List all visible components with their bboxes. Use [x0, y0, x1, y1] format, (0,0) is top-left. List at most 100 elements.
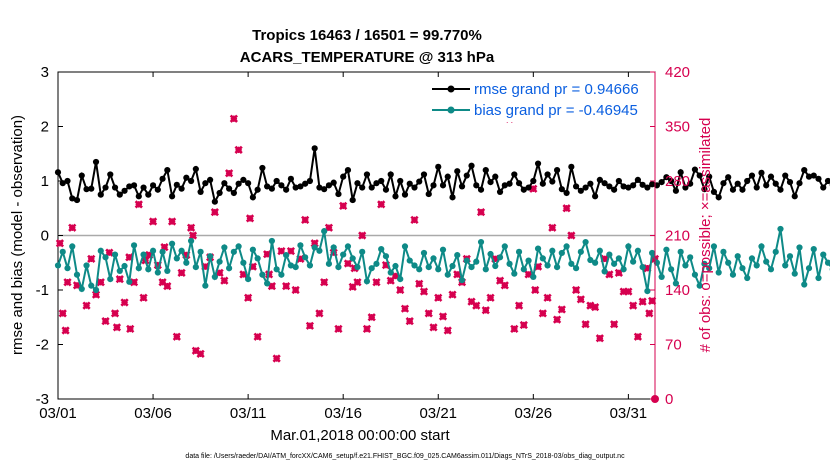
x-tick-label: 03/26: [515, 405, 553, 422]
rmse-point: [477, 186, 485, 193]
rmse-point: [354, 180, 361, 187]
rmse-point: [720, 180, 727, 187]
rmse-point: [254, 186, 261, 193]
rmse-point: [473, 182, 480, 189]
rmse-point: [454, 168, 461, 175]
rmse-point: [387, 171, 394, 178]
rmse-point: [335, 190, 342, 198]
obs-marker: [358, 231, 367, 240]
bias-point: [639, 264, 646, 271]
rmse-point: [159, 175, 166, 182]
obs-marker: [424, 309, 433, 318]
obs-marker: [63, 278, 72, 287]
obs-marker: [272, 354, 281, 363]
obs-marker: [110, 309, 120, 318]
obs-marker: [438, 312, 448, 321]
bias-point: [88, 282, 95, 289]
y-tick-label: -1: [36, 282, 49, 299]
bias-point: [630, 258, 637, 265]
rmse-point: [397, 177, 404, 185]
obs-marker: [68, 223, 77, 232]
bias-point: [729, 271, 737, 278]
rmse-point: [216, 189, 223, 197]
bias-point: [777, 225, 784, 233]
obs-marker: [234, 145, 243, 154]
rmse-point: [691, 166, 699, 173]
bias-point: [373, 260, 380, 267]
rmse-point: [511, 171, 518, 178]
legend-box: [426, 78, 654, 122]
bias-point: [758, 243, 765, 250]
rmse-point: [192, 165, 199, 173]
y-tick-label: -2: [36, 337, 49, 354]
obs-marker: [552, 315, 562, 324]
bias-point: [344, 243, 352, 250]
rmse-point: [492, 173, 499, 180]
rmse-point: [164, 167, 171, 174]
bias-point: [672, 280, 680, 287]
obs-marker: [220, 276, 229, 285]
rmse-point: [782, 172, 789, 179]
rmse-point: [553, 167, 561, 174]
bias-point: [145, 266, 152, 273]
bias-point: [553, 264, 561, 271]
rmse-point: [306, 177, 314, 185]
rmse-point: [625, 184, 632, 191]
rmse-point: [168, 193, 176, 200]
bias-point: [245, 276, 252, 283]
obs-marker: [538, 309, 547, 318]
bias-point: [292, 264, 299, 271]
bias-point: [449, 262, 456, 270]
rmse-point: [515, 180, 523, 187]
rmse-point: [615, 177, 622, 185]
obs-marker: [96, 278, 105, 287]
bias-point: [687, 254, 694, 261]
rmse-point: [706, 173, 713, 180]
obs-marker: [367, 313, 376, 322]
bias-point: [249, 246, 256, 253]
rmse-point: [173, 181, 180, 188]
obs-marker: [548, 223, 557, 232]
bias-point: [121, 262, 128, 270]
bias-point: [325, 260, 333, 267]
bias-point: [378, 246, 385, 253]
bias-point: [530, 273, 537, 281]
rmse-point: [154, 186, 161, 193]
obs-marker: [648, 296, 657, 306]
bias-point: [587, 256, 594, 264]
obs-marker: [443, 326, 452, 335]
bias-point: [473, 258, 480, 265]
bias-point: [606, 251, 613, 258]
y-axis-label: rmse and bias (model - observation): [9, 115, 26, 355]
bias-point: [596, 247, 603, 254]
bias-point: [625, 243, 632, 250]
legend-rmse-marker: [447, 85, 455, 93]
y-right-tick-label: 70: [665, 337, 682, 354]
bias-point: [187, 237, 195, 245]
rmse-point: [140, 184, 147, 191]
rmse-point: [178, 185, 185, 192]
obs-marker: [210, 208, 219, 217]
bias-point: [805, 265, 813, 272]
legend-bias-label: bias grand pr = -0.46945: [474, 102, 638, 119]
obs-marker: [486, 293, 495, 302]
obs-marker: [434, 293, 443, 302]
obs-marker: [324, 223, 334, 232]
rmse-point: [292, 184, 299, 191]
rmse-point: [668, 177, 675, 185]
bias-point: [316, 247, 323, 254]
rmse-point: [401, 191, 409, 198]
bias-point: [264, 280, 271, 287]
bias-point: [482, 266, 489, 273]
obs-marker: [633, 332, 643, 341]
rmse-point: [102, 184, 109, 191]
obs-marker: [557, 305, 566, 314]
obs-marker: [286, 246, 296, 256]
rmse-point: [772, 180, 779, 187]
rmse-point: [107, 171, 114, 178]
obs-marker: [163, 281, 172, 291]
y-right-tick-label: 280: [665, 173, 690, 190]
obs-marker: [410, 215, 419, 225]
rmse-point: [592, 193, 599, 200]
y-right-tick-label: 420: [665, 64, 690, 81]
